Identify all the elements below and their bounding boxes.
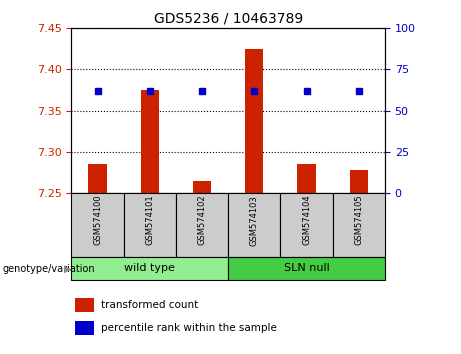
Text: GSM574103: GSM574103 [250,195,259,246]
Text: genotype/variation: genotype/variation [2,263,95,274]
Bar [193,181,211,193]
Text: transformed count: transformed count [101,300,198,310]
Text: wild type: wild type [124,263,175,273]
Text: GSM574105: GSM574105 [355,195,363,245]
Text: GSM574101: GSM574101 [145,195,154,245]
Bar [71,257,228,280]
Text: ▶: ▶ [64,263,71,274]
Text: GSM574104: GSM574104 [302,195,311,245]
Text: GSM574100: GSM574100 [93,195,102,245]
Bar [71,193,124,257]
Text: percentile rank within the sample: percentile rank within the sample [101,323,277,333]
Bar [75,321,94,335]
Bar [280,193,333,257]
Bar [89,164,106,193]
Bar [141,90,159,193]
Text: SLN null: SLN null [284,263,330,273]
Bar [245,49,264,193]
Text: GSM574102: GSM574102 [198,195,207,245]
Bar [228,193,280,257]
Bar [124,193,176,257]
Bar [75,298,94,312]
Bar [333,193,385,257]
Title: GDS5236 / 10463789: GDS5236 / 10463789 [154,12,303,26]
Bar [176,193,228,257]
Bar [297,164,316,193]
Bar [349,170,368,193]
Bar [228,257,385,280]
